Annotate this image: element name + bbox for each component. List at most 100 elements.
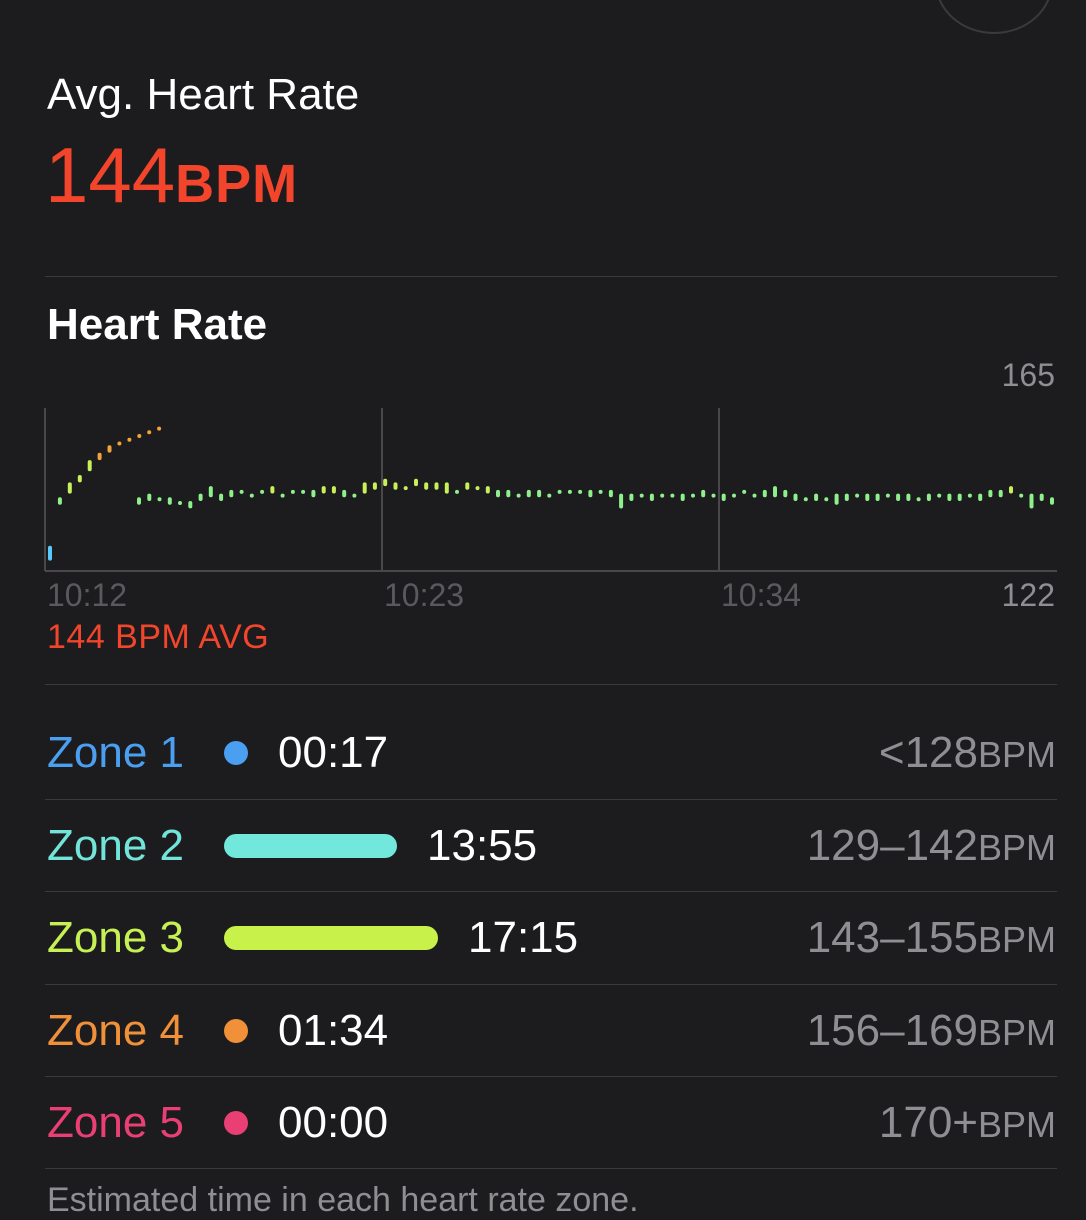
heart-rate-bar [178,501,182,505]
heart-rate-bar [455,489,459,494]
heart-rate-bar [1039,493,1044,501]
heart-rate-bar [157,426,162,431]
y-top-label: 165 [1002,357,1055,393]
heart-rate-bar [896,493,901,501]
heart-rate-bar [649,493,654,501]
zone-range-unit: BPM [977,1104,1056,1145]
heart-rate-bar [967,493,972,498]
heart-rate-bar [557,489,562,494]
zone-time: 01:34 [278,1006,389,1055]
zone-range-unit: BPM [977,734,1056,775]
zone-row[interactable]: Zone 3 17:15 143–155BPM [0,892,1086,984]
heart-rate-bar [352,493,357,498]
heart-rate-bar [219,493,224,501]
heart-rate-bar [608,489,613,498]
heart-rate-bar [137,434,142,438]
heart-rate-bar [701,489,706,498]
heart-rate-bar [537,489,542,498]
close-button[interactable] [935,0,1053,34]
heart-rate-bar [107,445,112,453]
heart-rate-bar [48,545,52,561]
heart-rate-bar [290,489,295,494]
heart-rate-bar [639,493,644,498]
heart-rate-bar [916,497,921,502]
heart-rate-bar [67,482,72,494]
heart-rate-bar [117,441,122,446]
heart-rate-bar [803,497,808,502]
zone-range-unit: BPM [977,919,1056,960]
heart-rate-bar [773,486,777,498]
zone-bar [224,926,438,950]
heart-rate-bar [752,493,757,498]
heart-rate-bar [77,475,82,483]
avg-heart-rate-label: Avg. Heart Rate [47,70,360,119]
heart-rate-bar [988,489,993,498]
heart-rate-bar [301,489,306,494]
heart-rate-bar [475,486,480,491]
x-tick-label: 10:23 [384,577,464,613]
heart-rate-bar [249,493,254,498]
heart-rate-bar [403,486,408,491]
zone-bar [224,1019,248,1043]
divider [45,1168,1057,1169]
heart-rate-bar [137,497,141,505]
heart-rate-bar [824,497,829,502]
zone-range: 143–155BPM [807,892,1056,986]
heart-rate-bar [280,493,285,498]
heart-rate-bar [742,489,747,494]
heart-rate-bar [362,482,367,494]
heart-rate-bar [1050,497,1054,505]
zone-bar [224,1111,248,1135]
x-tick-label: 10:12 [47,577,127,613]
heart-rate-bar [372,482,377,490]
heart-rate-bar [1019,493,1024,498]
heart-rate-bar [978,493,983,501]
heart-rate-bar [465,482,470,490]
heart-rate-bar [629,493,634,501]
zone-range-value: 156–169 [806,1006,978,1055]
heart-rate-bar [998,489,1003,498]
zone-name: Zone 2 [47,821,184,870]
heart-rate-bar [598,489,603,494]
zone-name: Zone 5 [47,1098,184,1147]
zone-name: Zone 3 [47,913,184,962]
heart-rate-bar [762,489,767,498]
heart-rate-bar [844,493,849,501]
zone-time: 00:17 [278,728,389,777]
divider [45,799,1057,800]
heart-rate-bar [855,493,860,498]
heart-rate-bar [321,486,326,494]
heart-rate-bar [424,482,429,490]
heart-rate-bar [885,493,890,498]
heart-rate-bar [147,493,152,501]
heart-rate-bar [506,489,511,498]
heart-rate-bar [711,493,716,498]
heart-rate-bar [732,493,736,498]
heart-rate-bar [947,493,952,501]
zone-time: 00:00 [278,1098,389,1147]
zone-row[interactable]: Zone 5 00:00 170+BPM [0,1077,1086,1169]
heart-rate-bar [1029,493,1034,509]
x-tick-label: 10:34 [721,577,801,613]
zone-row[interactable]: Zone 1 00:17 <128BPM [0,707,1086,799]
zone-row[interactable]: Zone 4 01:34 156–169BPM [0,985,1086,1077]
heart-rate-bar [311,489,316,498]
zone-range: 156–169BPM [807,985,1056,1079]
heart-rate-bar [516,493,521,498]
heart-rate-bar [127,437,132,442]
zone-name: Zone 4 [47,1006,184,1055]
heart-rate-bar [414,478,418,487]
heart-rate-bar [229,489,234,498]
heart-rate-bar [1009,486,1013,494]
divider [45,984,1057,985]
heart-rate-bar [198,493,203,501]
zone-row[interactable]: Zone 2 13:55 129–142BPM [0,800,1086,892]
heart-rate-bar [270,486,275,494]
heart-rate-bar [783,489,788,498]
heart-rate-bar [680,493,685,501]
heart-rate-bar [660,493,665,498]
heart-rate-bar [906,493,911,501]
heart-rate-bar [167,497,172,505]
heart-rate-bars [48,426,1054,561]
zone-range-value: 129–142 [806,821,978,870]
